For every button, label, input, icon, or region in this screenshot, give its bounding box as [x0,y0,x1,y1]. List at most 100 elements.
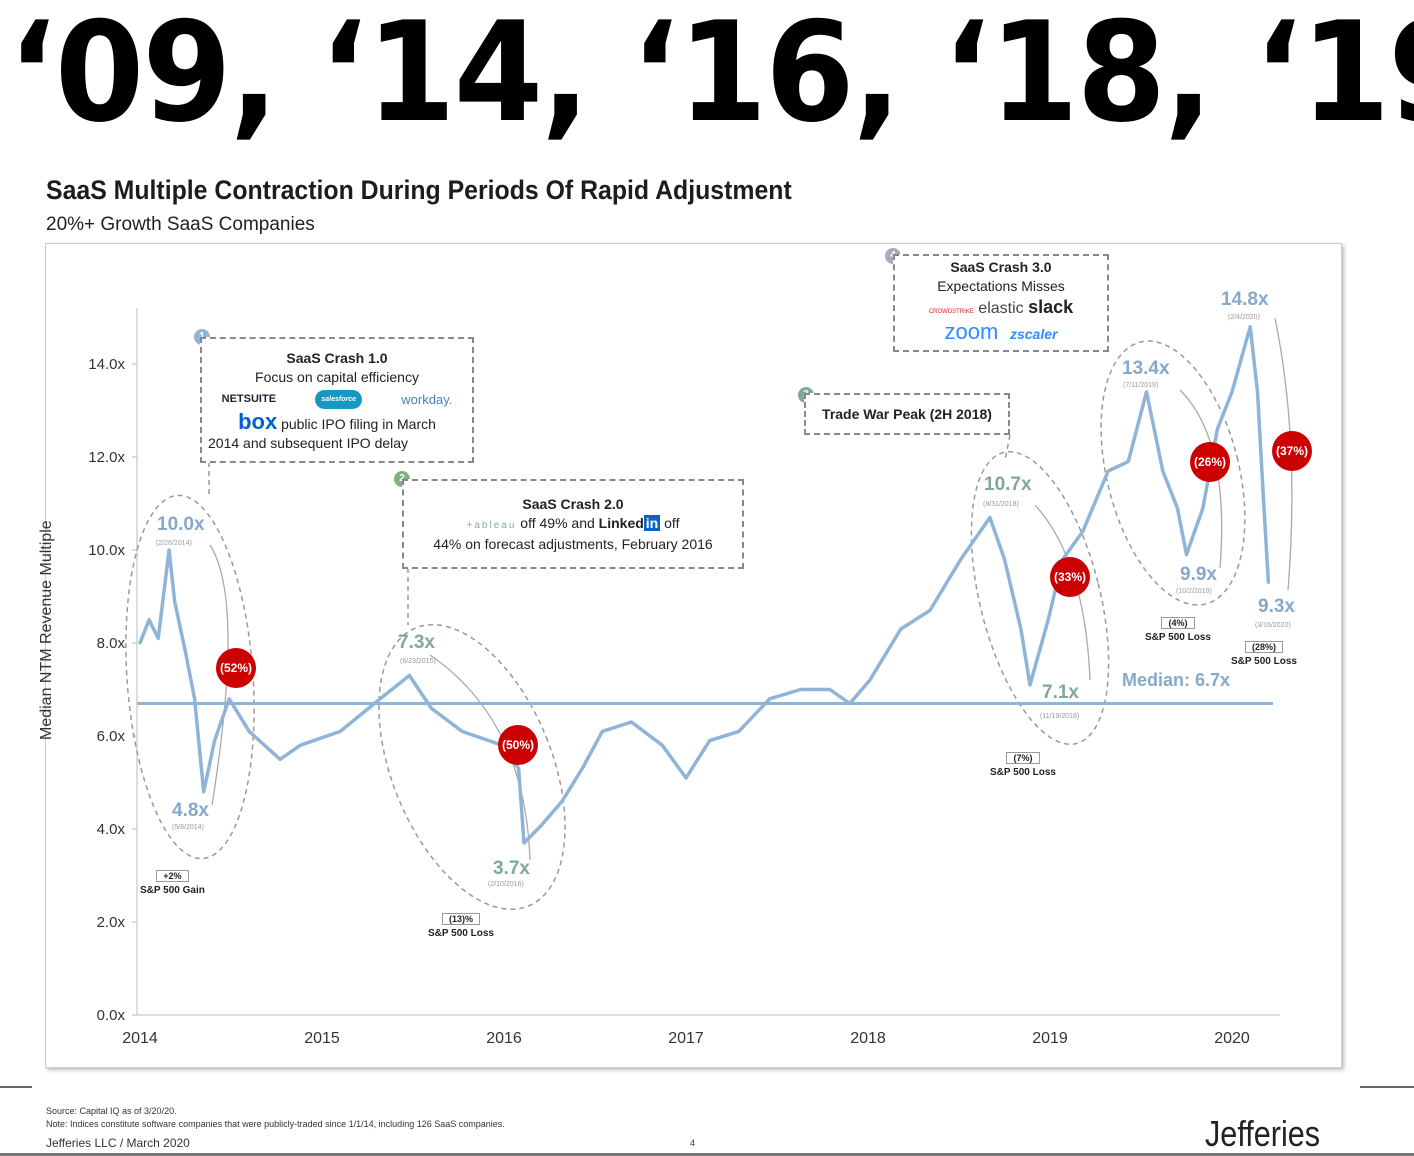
decline-badge-2014: (52%) [216,648,256,688]
zscaler-logo: zscaler [1009,326,1058,342]
trough-value-2016: 3.7x [493,858,530,879]
data-point [1201,506,1205,510]
bottom-rule [0,1153,1414,1156]
data-point [517,767,521,771]
callout-text: off 49% and [520,515,595,531]
sp500-change: (13)% [441,913,480,925]
sp500-change: (7%) [1006,752,1040,764]
y-tick-label: 6.0x [97,728,126,745]
data-point [1081,529,1085,533]
y-tick-label: 14.0x [88,356,125,373]
callout-title: SaaS Crash 1.0 [286,350,388,366]
data-point [298,743,302,747]
sp500-change: +2% [156,870,189,882]
data-point [213,739,217,743]
data-point [460,729,464,733]
tableau-logo: +ableau [466,520,517,531]
sp500-2018: (7%) S&P 500 Loss [988,752,1058,778]
data-point [278,757,282,761]
data-point [560,799,564,803]
y-tick-label: 4.0x [97,821,126,838]
data-point [928,608,932,612]
data-point [1230,390,1234,394]
workday-logo: workday. [401,392,453,407]
data-point [629,720,633,724]
sp500-label: S&P 500 Loss [990,767,1056,778]
sp500-label: S&P 500 Loss [1231,656,1297,667]
data-point [184,650,187,654]
divider [1360,1086,1414,1088]
peak-date-2018: (8/31/2018) [983,501,1019,508]
data-point [173,599,177,603]
decline-badge-2016: (50%) [498,725,538,765]
sp500-label: S&P 500 Loss [428,928,494,939]
x-tick-label: 2015 [304,1030,340,1047]
data-point [708,739,712,743]
data-point [407,674,411,678]
callout-title: SaaS Crash 3.0 [950,259,1052,275]
y-tick-label: 2.0x [97,914,126,931]
data-point [429,706,433,710]
x-tick-label: 2019 [1032,1030,1068,1047]
data-point [868,678,872,682]
data-point [580,767,584,771]
data-point [1046,618,1050,622]
callout-text: public IPO filing in March [281,416,436,432]
peak-date-2019: (7/11/2019) [1123,382,1159,389]
data-point [193,697,197,701]
sp500-2020: (28%) S&P 500 Loss [1228,641,1300,667]
data-point [1003,557,1006,561]
data-point [138,641,142,645]
callout-text: 44% on forecast adjustments, February 20… [433,536,713,552]
trough-date-2019: (10/2/2019) [1176,588,1212,595]
data-point [338,729,342,733]
trough-value-2020: 9.3x [1258,596,1295,617]
zoom-logo: zoom [944,319,999,344]
source-note: Source: Capital IQ as of 3/20/20. [46,1106,177,1116]
callout-title: SaaS Crash 2.0 [522,496,624,512]
data-point [899,627,903,631]
callout-text: Focus on capital efficiency [255,369,419,385]
netsuite-logo: NETSUITE [221,393,277,405]
highlight-ellipse [970,450,1110,746]
footnote: Note: Indices constitute software compan… [46,1119,505,1129]
peak-date-2015: (6/23/2015) [400,658,436,665]
sp500-2014: +2% S&P 500 Gain [140,870,205,896]
callout-text: Expectations Misses [937,278,1065,294]
callout-text: off [664,515,680,531]
callout-title: Trade War Peak (2H 2018) [822,406,992,422]
data-point [988,515,992,519]
data-point [959,557,963,561]
data-point [799,688,803,691]
series-line [138,325,1271,845]
decline-badge-2020: (37%) [1272,431,1312,471]
y-tick-label: 12.0x [88,449,125,466]
data-point [1255,390,1259,394]
data-point [1161,469,1165,473]
y-axis-label: Median NTM Revenue Multiple [38,520,55,740]
crowdstrike-logo: CROWDSTRIKE [928,309,974,315]
page-number: 4 [690,1138,696,1148]
sp500-change: (4%) [1161,617,1195,629]
trough-date-2020: (3/16/2020) [1255,622,1291,629]
data-point [202,790,206,794]
trough-value-2014: 4.8x [172,800,209,821]
sp500-2019: (4%) S&P 500 Loss [1143,617,1213,643]
elastic-logo: elastic [978,300,1024,317]
data-point [1215,427,1219,431]
data-point [1248,325,1252,329]
headline: ‘09, ‘14, ‘16, ‘18, ‘19 [8,0,1414,153]
callout-saas-crash-3: SaaS Crash 3.0 Expectations Misses CROWD… [893,254,1109,352]
data-point [167,548,171,552]
slack-logo: slack [1028,297,1074,317]
highlight-ellipse [1100,340,1246,606]
x-tick-label: 2020 [1214,1030,1250,1047]
y-tick-label: 8.0x [97,635,126,652]
data-point [227,697,231,701]
data-point [768,697,772,701]
data-point [522,841,526,845]
peak-value-2018: 10.7x [984,474,1032,495]
y-tick-label: 0.0x [97,1007,126,1024]
sp500-label: S&P 500 Loss [1145,632,1211,643]
data-point [600,729,604,733]
